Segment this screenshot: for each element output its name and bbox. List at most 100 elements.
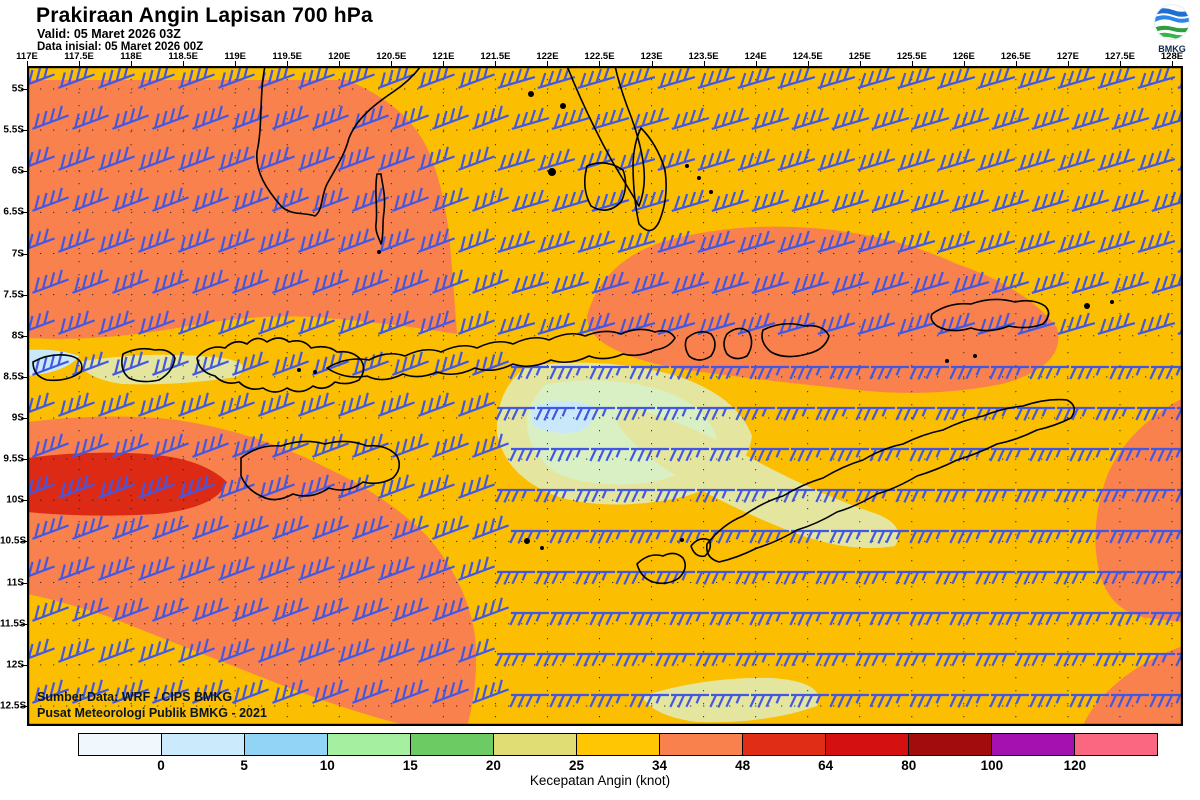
lon-tick xyxy=(391,61,393,66)
islet xyxy=(528,91,534,97)
map-area xyxy=(27,66,1183,726)
lon-tick xyxy=(27,61,28,66)
lat-label: 5S xyxy=(11,83,24,95)
lon-tick xyxy=(183,61,185,66)
legend-tick-value: 10 xyxy=(319,758,335,773)
bmkg-logo-icon: BMKG xyxy=(1154,4,1190,54)
coastline-pantar xyxy=(723,327,753,360)
wind-speed-region xyxy=(27,452,227,516)
islet xyxy=(685,164,689,168)
lat-tick xyxy=(21,459,27,461)
islet xyxy=(548,168,556,176)
lon-tick xyxy=(599,61,601,66)
lon-label: 122E xyxy=(536,51,559,62)
bmkg-logo-text: BMKG xyxy=(1158,44,1186,54)
legend-tick-value: 100 xyxy=(980,758,1004,773)
lat-label: 12S xyxy=(6,659,24,671)
lon-label: 124E xyxy=(744,51,767,62)
lon-label: 126E xyxy=(952,51,975,62)
lon-label: 117E xyxy=(16,51,38,62)
legend-cell xyxy=(245,734,328,755)
wind-speed-region xyxy=(617,406,899,548)
coastline-timor xyxy=(705,398,1075,563)
lon-tick xyxy=(859,61,861,66)
lon-tick xyxy=(547,61,549,66)
islet xyxy=(945,359,949,363)
lon-tick xyxy=(287,61,289,66)
islet xyxy=(313,370,317,374)
islet xyxy=(709,190,713,194)
lat-tick xyxy=(21,541,27,543)
islet xyxy=(377,250,381,254)
lat-label: 10S xyxy=(6,494,24,506)
lon-label: 118.5E xyxy=(168,51,198,62)
lon-label: 125.5E xyxy=(896,51,927,62)
legend-tick-value: 20 xyxy=(485,758,501,773)
page-title: Prakiraan Angin Lapisan 700 hPa xyxy=(36,4,373,27)
legend-cell xyxy=(411,734,494,755)
legend-cell xyxy=(992,734,1075,755)
lat-tick xyxy=(21,253,27,255)
color-legend xyxy=(78,733,1158,756)
lat-tick xyxy=(21,500,27,502)
legend-tick-value: 25 xyxy=(568,758,584,773)
islet xyxy=(540,546,544,550)
coastline-kupang-bay xyxy=(690,538,712,558)
lat-tick xyxy=(21,89,27,90)
lon-label: 124.5E xyxy=(792,51,823,62)
islet xyxy=(680,538,684,542)
legend-tick-value: 48 xyxy=(735,758,751,773)
lon-tick xyxy=(703,61,705,66)
coastline-lombok-west xyxy=(32,354,83,382)
coastline-buton xyxy=(632,127,667,232)
lon-tick xyxy=(1067,61,1069,66)
coastline-se-sulawesi-arm xyxy=(566,66,646,207)
lat-tick xyxy=(21,418,27,420)
coastline-south-sulawesi xyxy=(256,66,422,217)
legend-cell xyxy=(660,734,743,755)
lon-label: 126.5E xyxy=(1000,51,1031,62)
lat-label: 5.5S xyxy=(3,124,24,136)
legend-tick-value: 34 xyxy=(652,758,668,773)
lat-tick xyxy=(21,664,27,666)
lon-tick xyxy=(235,61,237,66)
islet xyxy=(1084,303,1090,309)
coastline-lembata xyxy=(684,330,716,361)
coastline-muna xyxy=(583,162,627,211)
lat-label: 6.5S xyxy=(3,206,24,218)
legend-cell xyxy=(826,734,909,755)
lon-tick xyxy=(495,61,497,66)
lon-label: 127E xyxy=(1056,51,1079,62)
legend-tick-value: 120 xyxy=(1063,758,1087,773)
legend-cell xyxy=(577,734,660,755)
valid-time: Valid: 05 Maret 2026 03Z xyxy=(37,27,181,41)
lon-tick xyxy=(1119,61,1121,66)
lon-tick xyxy=(963,61,965,66)
lon-label: 121.5E xyxy=(480,51,511,62)
lat-label: 6S xyxy=(11,165,24,177)
lon-tick xyxy=(807,61,809,66)
legend-tick-value: 80 xyxy=(901,758,917,773)
legend-tick-value: 0 xyxy=(157,758,165,773)
legend-cell xyxy=(909,734,992,755)
source-line-1: Sumber Data: WRF - CIPS BMKG xyxy=(37,690,233,704)
lon-label: 121E xyxy=(432,51,455,62)
lon-tick xyxy=(651,61,653,66)
islet xyxy=(560,103,566,109)
legend-cell xyxy=(162,734,245,755)
lon-label: 123.5E xyxy=(688,51,719,62)
legend-cell xyxy=(328,734,411,755)
map-border xyxy=(27,66,1183,726)
lon-label: 123E xyxy=(640,51,663,62)
lat-tick xyxy=(21,171,27,173)
lon-tick xyxy=(1171,61,1173,66)
lat-label: 7S xyxy=(11,248,24,260)
coastline-alor xyxy=(761,322,830,358)
coastline-lombok-east xyxy=(121,347,176,383)
coastline-sumbawa xyxy=(196,337,365,393)
lon-tick xyxy=(755,61,757,66)
lat-label: 8S xyxy=(11,330,24,342)
lon-label: 125E xyxy=(848,51,871,62)
legend-cell xyxy=(743,734,826,755)
